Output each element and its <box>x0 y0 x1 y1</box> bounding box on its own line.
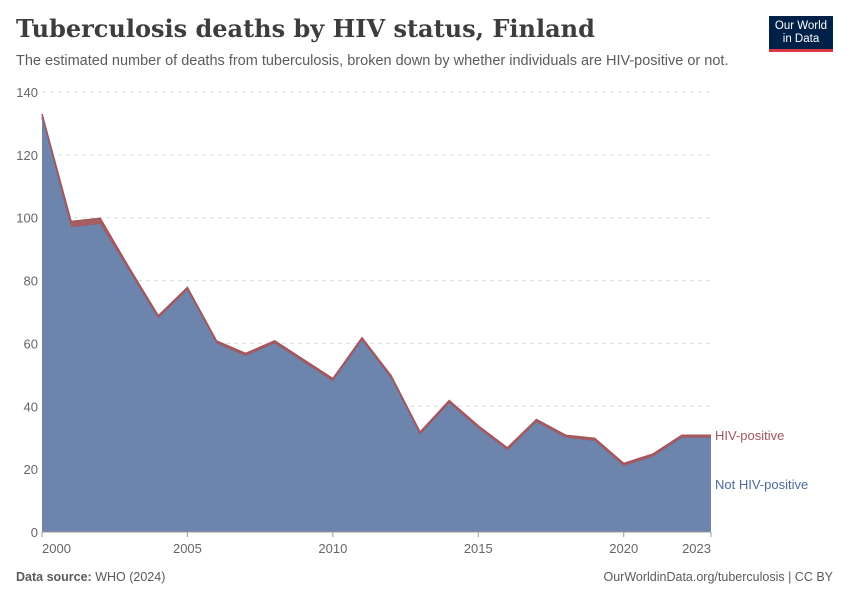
x-tick-label: 2000 <box>42 541 71 556</box>
x-tick-label: 2010 <box>318 541 347 556</box>
y-axis-ticks: 0 20 40 60 80 100 120 140 <box>16 85 38 540</box>
x-tick-label: 2015 <box>464 541 493 556</box>
x-tick-label: 2005 <box>173 541 202 556</box>
chart-subtitle: The estimated number of deaths from tube… <box>16 53 729 69</box>
x-tick-label: 2020 <box>609 541 638 556</box>
y-tick-label: 20 <box>24 462 38 477</box>
data-source-value: WHO (2024) <box>95 570 166 584</box>
y-tick-label: 40 <box>24 399 38 414</box>
line-hiv-positive <box>41 113 711 465</box>
data-source: Data source: WHO (2024) <box>16 570 165 584</box>
y-tick-label: 0 <box>31 525 38 540</box>
logo-line-2: in Data <box>782 33 820 45</box>
chart-title: Tuberculosis deaths by HIV status, Finla… <box>16 14 595 43</box>
y-tick-label: 140 <box>16 85 38 100</box>
legend-label[interactable]: Not HIV-positive <box>715 477 808 492</box>
owid-logo[interactable]: Our World in Data <box>769 16 833 52</box>
x-axis-ticks: 2000 2005 2010 2015 2020 2023 <box>41 531 712 556</box>
x-tick-label: 2023 <box>682 541 711 556</box>
data-source-label: Data source: <box>16 570 92 584</box>
y-tick-label: 120 <box>16 148 38 163</box>
y-tick-label: 100 <box>16 211 38 226</box>
y-tick-label: 60 <box>24 336 38 351</box>
footer-link[interactable]: OurWorldinData.org/tuberculosis | CC BY <box>603 570 834 584</box>
legend[interactable]: Not HIV-positive HIV-positive <box>715 428 808 492</box>
logo-line-1: Our World <box>774 20 828 32</box>
area-series[interactable] <box>41 113 711 532</box>
y-tick-label: 80 <box>24 274 38 289</box>
area-not-hiv-positive[interactable] <box>42 117 711 532</box>
legend-label[interactable]: HIV-positive <box>715 428 784 443</box>
